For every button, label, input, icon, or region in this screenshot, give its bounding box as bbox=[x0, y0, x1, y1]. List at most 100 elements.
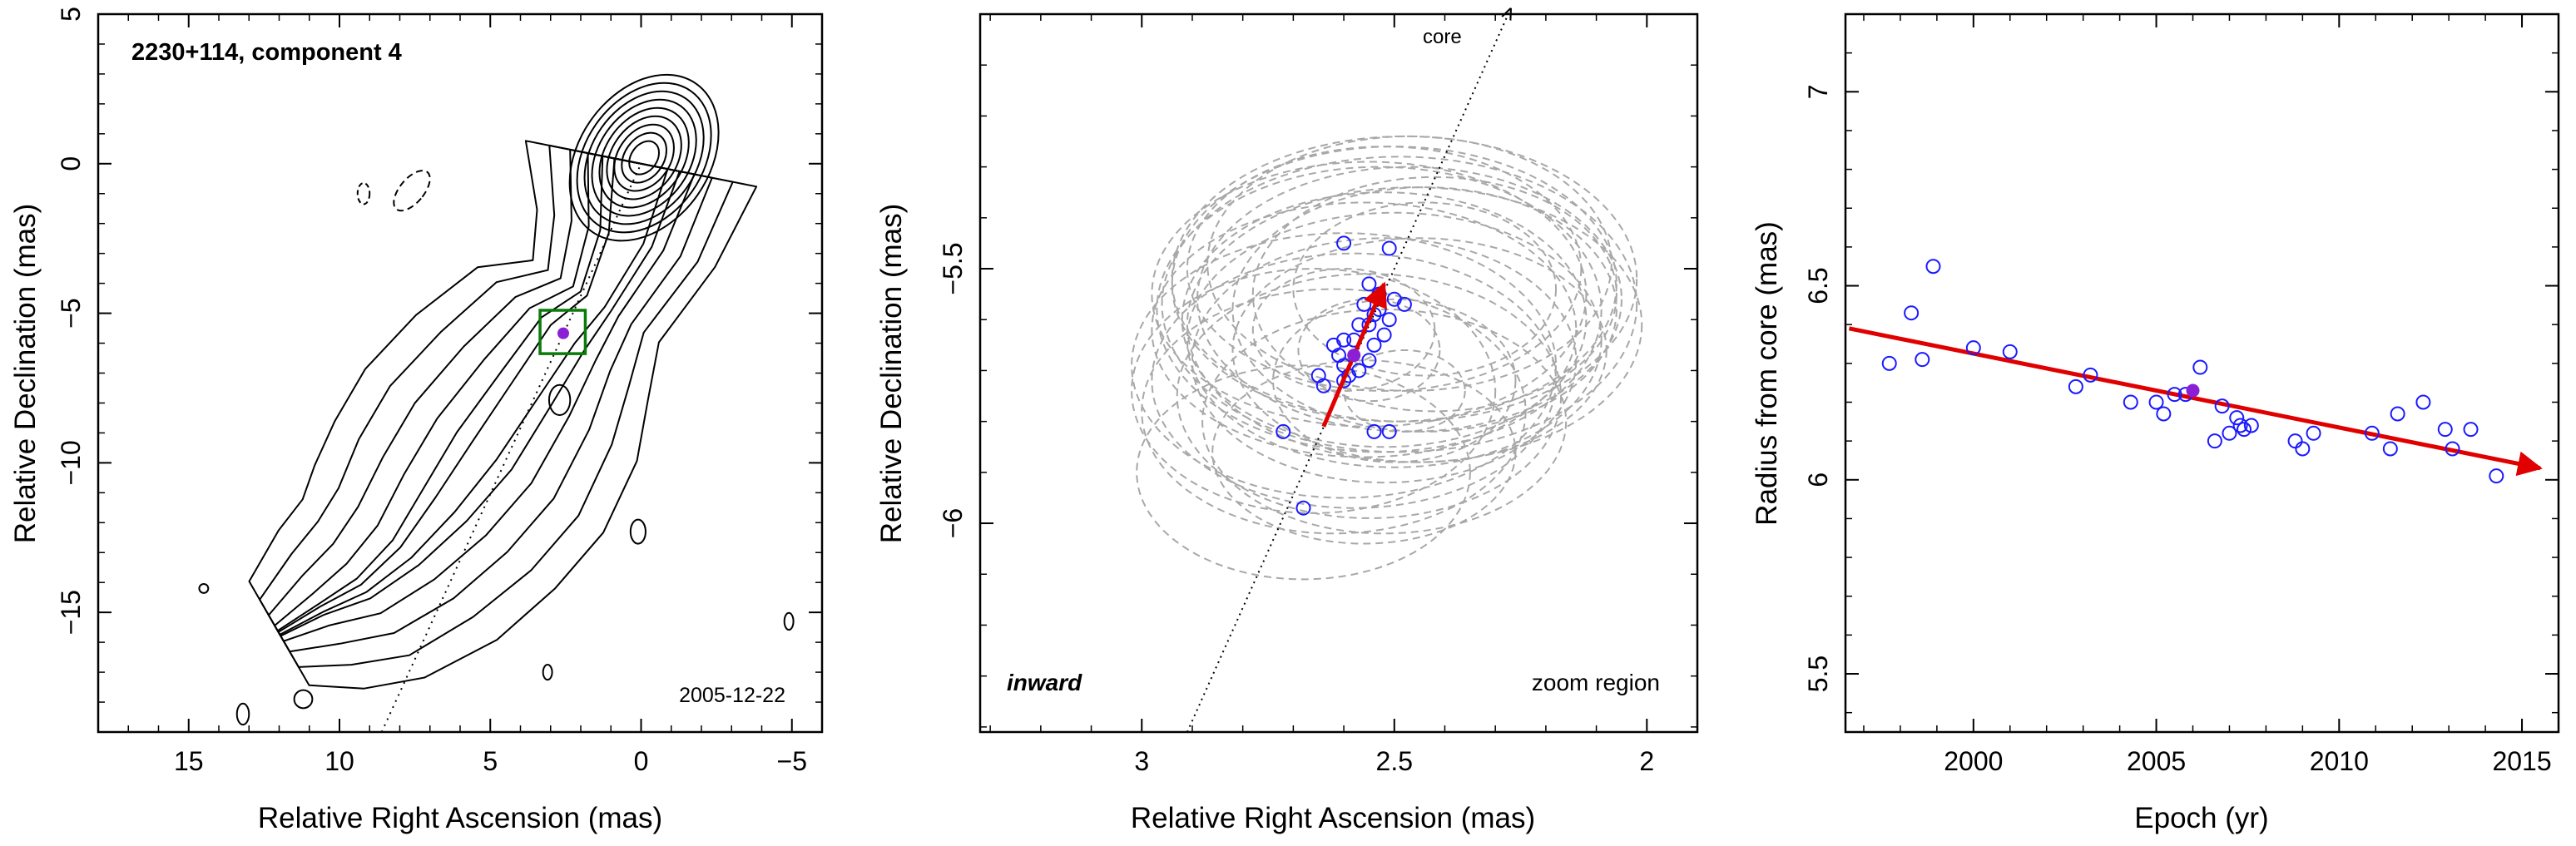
epoch-point bbox=[1366, 337, 1382, 353]
p2-x-tick-label: 3 bbox=[1134, 746, 1149, 776]
p2-x-tick-label: 2.5 bbox=[1376, 746, 1413, 776]
core-contour bbox=[583, 90, 705, 225]
p1-y-tick-label: 5 bbox=[56, 7, 86, 22]
radius-point bbox=[2229, 410, 2245, 426]
radius-point bbox=[2167, 387, 2182, 403]
radius-point bbox=[2214, 398, 2230, 414]
jet-contour bbox=[267, 148, 713, 653]
isolated-contour bbox=[235, 702, 250, 726]
radius-point bbox=[1881, 355, 1897, 371]
mean-position-marker bbox=[1347, 349, 1361, 363]
error-ellipse bbox=[1131, 268, 1497, 514]
radius-point bbox=[2068, 378, 2083, 394]
error-ellipse bbox=[1131, 232, 1558, 499]
p1-x-tick-label: 10 bbox=[324, 746, 354, 776]
radius-point bbox=[2207, 433, 2222, 449]
p1-x-tick-label: −5 bbox=[777, 746, 807, 776]
error-ellipse bbox=[1186, 211, 1603, 468]
p3-y-tick-label: 7 bbox=[1803, 84, 1833, 99]
radius-point bbox=[2295, 441, 2311, 457]
error-ellipse bbox=[1156, 166, 1603, 453]
p3-y-tick-label: 5.5 bbox=[1803, 656, 1833, 692]
error-ellipse bbox=[1272, 298, 1517, 463]
core-contour bbox=[568, 73, 720, 242]
radius-point bbox=[2415, 394, 2431, 410]
p3-frame bbox=[1844, 12, 2560, 734]
radius-point bbox=[2437, 422, 2453, 438]
radius-point bbox=[2306, 425, 2321, 441]
panel-zoom-region: 3 2.5 2 −5.5 −6 core inward zoom region Rela… bbox=[875, 9, 1699, 834]
isolated-contour bbox=[293, 689, 314, 710]
error-ellipse bbox=[1151, 252, 1558, 509]
p2-plot-area bbox=[1131, 9, 1643, 733]
radius-point bbox=[2222, 425, 2237, 441]
error-ellipse bbox=[1292, 201, 1558, 377]
radius-point bbox=[2463, 422, 2479, 438]
p3-axes: 2000 2005 2010 2015 5.5 6 6.5 7 bbox=[1803, 14, 2559, 776]
isolated-contour bbox=[783, 611, 795, 631]
p2-x-axis-label: Relative Right Ascension (mas) bbox=[1131, 802, 1535, 834]
p1-y-tick-label: −15 bbox=[56, 590, 86, 635]
p3-x-tick-label: 2005 bbox=[2127, 746, 2186, 776]
error-ellipse bbox=[1231, 237, 1608, 463]
panel-contour-map: 15 10 5 0 −5 5 0 −5 −10 −15 2230+114, component 4… bbox=[9, 7, 824, 834]
fit-arrow bbox=[1848, 326, 2543, 477]
p3-x-tick-label: 2015 bbox=[2492, 746, 2551, 776]
radius-point bbox=[1915, 352, 1930, 368]
p1-x-axis-label: Relative Right Ascension (mas) bbox=[258, 802, 662, 834]
jet-contour bbox=[259, 144, 734, 668]
p1-y-tick-label: −10 bbox=[56, 440, 86, 485]
error-ellipse bbox=[1151, 201, 1578, 458]
epoch-point bbox=[1276, 423, 1291, 439]
negative-contour bbox=[356, 182, 371, 205]
radius-point bbox=[2192, 359, 2208, 375]
p3-y-tick-label: 6.5 bbox=[1803, 267, 1833, 304]
p1-y-tick-label: 0 bbox=[56, 156, 86, 171]
p1-y-axis-label: Relative Declination (mas) bbox=[9, 204, 42, 543]
p1-plot-area bbox=[198, 73, 795, 733]
core-contour bbox=[606, 115, 682, 200]
p1-x-tick-label: 5 bbox=[483, 746, 498, 776]
p1-date-annotation: 2005-12-22 bbox=[679, 684, 785, 707]
epoch-point bbox=[1381, 312, 1397, 328]
core-contour bbox=[628, 140, 661, 176]
p2-inward-annotation: inward bbox=[1007, 670, 1082, 695]
core-contour bbox=[598, 106, 690, 209]
jet-contour bbox=[248, 140, 758, 690]
radius-point bbox=[2243, 418, 2259, 433]
epoch-point bbox=[1381, 423, 1397, 439]
core-contour bbox=[591, 98, 697, 217]
p1-axes: 15 10 5 0 −5 5 0 −5 −10 −15 bbox=[56, 7, 822, 776]
epoch-point bbox=[1381, 240, 1397, 256]
radius-point bbox=[2083, 367, 2098, 383]
error-ellipse bbox=[1171, 135, 1638, 423]
error-ellipse bbox=[1181, 191, 1588, 448]
radius-point bbox=[2390, 406, 2405, 422]
p1-y-tick-label: −5 bbox=[56, 298, 86, 328]
radius-point bbox=[2156, 406, 2172, 422]
jet-contour bbox=[274, 152, 696, 642]
negative-contour bbox=[393, 170, 431, 212]
epoch-point bbox=[1295, 500, 1311, 516]
error-ellipse bbox=[1251, 176, 1617, 413]
jet-contour bbox=[276, 155, 681, 637]
epoch-point bbox=[1356, 296, 1372, 312]
epoch-point bbox=[1336, 235, 1352, 251]
core-contour bbox=[576, 82, 712, 234]
radius-point bbox=[2382, 441, 2398, 457]
p2-core-annotation: core bbox=[1423, 26, 1462, 48]
error-ellipse bbox=[1161, 156, 1638, 453]
radius-point bbox=[2287, 433, 2303, 449]
radius-point bbox=[2148, 394, 2164, 410]
isolated-contour bbox=[198, 582, 210, 594]
epoch-point bbox=[1376, 327, 1392, 343]
radius-point bbox=[2489, 468, 2504, 484]
isolated-contour bbox=[547, 383, 572, 416]
direction-line bbox=[380, 163, 642, 733]
error-ellipse bbox=[1343, 349, 1466, 433]
p2-y-axis-label: Relative Declination (mas) bbox=[875, 204, 908, 543]
p3-y-tick-label: 6 bbox=[1803, 472, 1833, 487]
p2-y-tick-label: −6 bbox=[938, 508, 968, 538]
core-contour bbox=[621, 131, 667, 184]
